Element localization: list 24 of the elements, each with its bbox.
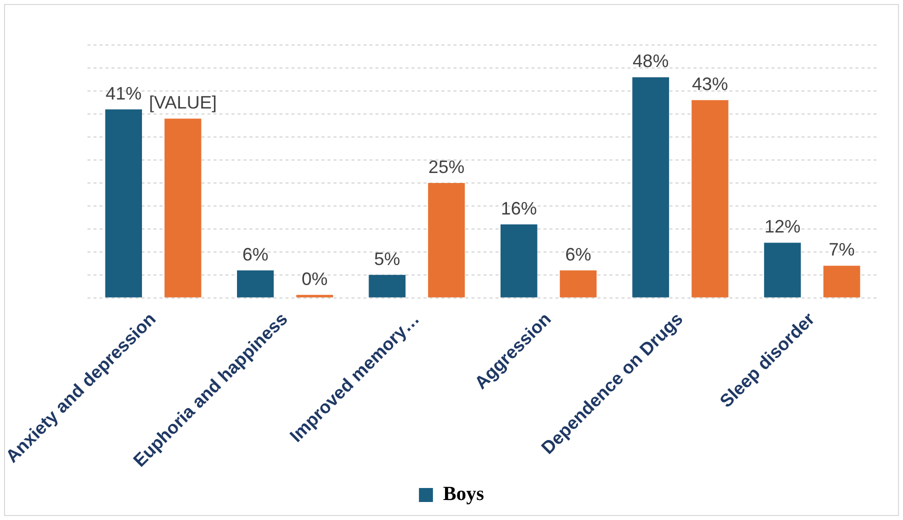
bar bbox=[560, 270, 597, 298]
data-label: [VALUE] bbox=[149, 92, 217, 113]
data-label: 7% bbox=[828, 240, 855, 260]
bar bbox=[692, 100, 728, 298]
data-label: 5% bbox=[374, 248, 400, 269]
data-label: 6% bbox=[242, 244, 268, 264]
bar bbox=[105, 109, 142, 298]
bar bbox=[428, 182, 465, 298]
bar bbox=[164, 118, 202, 298]
bar bbox=[632, 77, 670, 298]
data-label: 25% bbox=[428, 156, 464, 177]
data-label: 16% bbox=[500, 198, 537, 218]
legend-label: Boys bbox=[442, 483, 484, 506]
data-label: 43% bbox=[692, 74, 728, 94]
bar bbox=[823, 266, 860, 298]
data-label: 41% bbox=[106, 83, 142, 104]
bar bbox=[500, 224, 538, 298]
bar bbox=[764, 242, 801, 298]
bar bbox=[236, 270, 274, 298]
data-label: 48% bbox=[632, 51, 669, 72]
bar bbox=[368, 274, 406, 298]
data-label: 12% bbox=[764, 216, 800, 237]
data-label: 6% bbox=[565, 244, 592, 264]
data-label: 0% bbox=[302, 268, 328, 289]
